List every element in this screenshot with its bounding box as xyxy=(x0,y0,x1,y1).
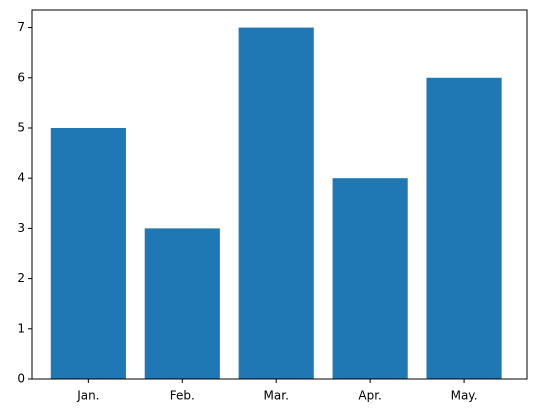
y-tick-label: 0 xyxy=(17,372,25,386)
bar xyxy=(50,127,126,380)
x-tick-label: Jan. xyxy=(76,389,99,403)
bar xyxy=(332,178,408,379)
y-tick-label: 7 xyxy=(17,20,25,34)
x-tick-label: Feb. xyxy=(170,389,195,403)
y-tick-label: 4 xyxy=(17,171,25,185)
bar xyxy=(426,77,502,379)
x-tick-label: May. xyxy=(451,389,478,403)
axes-frame xyxy=(31,9,528,380)
bar xyxy=(144,228,220,379)
x-tick-label: Apr. xyxy=(358,389,381,403)
y-tick-label: 5 xyxy=(17,120,25,134)
y-tick-label: 3 xyxy=(17,221,25,235)
x-tick-label: Mar. xyxy=(264,389,289,403)
y-tick-label: 2 xyxy=(17,271,25,285)
y-tick-label: 6 xyxy=(17,70,25,84)
bar xyxy=(238,27,314,379)
y-tick-label: 1 xyxy=(17,321,25,335)
